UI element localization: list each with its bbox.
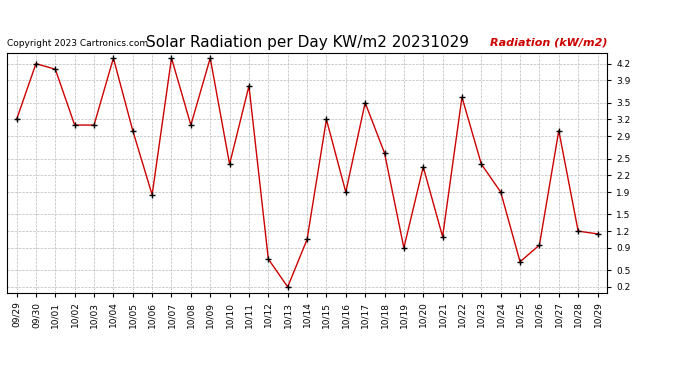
Text: Radiation (kW/m2): Radiation (kW/m2) (490, 38, 607, 48)
Text: Copyright 2023 Cartronics.com: Copyright 2023 Cartronics.com (7, 39, 148, 48)
Title: Solar Radiation per Day KW/m2 20231029: Solar Radiation per Day KW/m2 20231029 (146, 35, 469, 50)
